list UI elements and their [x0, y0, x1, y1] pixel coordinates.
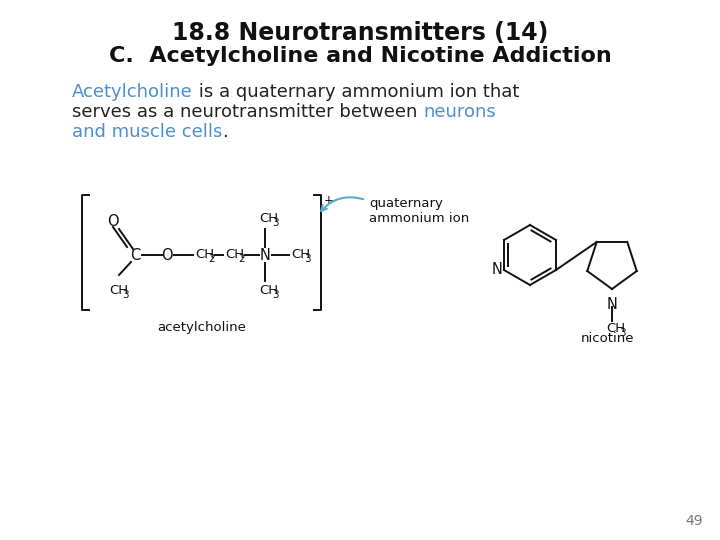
Text: acetylcholine: acetylcholine	[157, 321, 246, 334]
Text: N: N	[606, 297, 618, 312]
Text: CH: CH	[291, 248, 310, 261]
Text: quaternary: quaternary	[369, 197, 443, 210]
Text: CH: CH	[606, 322, 625, 335]
Text: O: O	[107, 213, 119, 228]
Text: 2: 2	[208, 254, 215, 264]
Text: CH: CH	[259, 213, 278, 226]
Text: O: O	[161, 247, 173, 262]
Text: is a quaternary ammonium ion that: is a quaternary ammonium ion that	[193, 83, 519, 101]
Text: CH: CH	[109, 285, 128, 298]
Text: 49: 49	[685, 514, 703, 528]
Text: .: .	[222, 123, 228, 141]
Text: serves as a neurotransmitter between: serves as a neurotransmitter between	[72, 103, 423, 121]
Text: nicotine: nicotine	[580, 332, 634, 345]
Text: 18.8 Neurotransmitters (14): 18.8 Neurotransmitters (14)	[172, 21, 548, 45]
Text: 2: 2	[238, 254, 245, 264]
Text: CH: CH	[225, 248, 244, 261]
Text: and muscle cells: and muscle cells	[72, 123, 222, 141]
Text: 3: 3	[272, 290, 279, 300]
Text: 3: 3	[272, 218, 279, 228]
Text: Acetylcholine: Acetylcholine	[72, 83, 193, 101]
Text: N: N	[492, 262, 503, 278]
Text: C.  Acetylcholine and Nicotine Addiction: C. Acetylcholine and Nicotine Addiction	[109, 46, 611, 66]
Text: neurons: neurons	[423, 103, 496, 121]
Text: N: N	[260, 247, 271, 262]
Text: 3: 3	[619, 328, 626, 338]
Text: 3: 3	[304, 254, 310, 264]
Text: +: +	[324, 193, 334, 206]
Text: CH: CH	[259, 285, 278, 298]
Text: ammonium ion: ammonium ion	[369, 213, 469, 226]
Text: CH: CH	[195, 248, 214, 261]
Text: 3: 3	[122, 290, 129, 300]
Text: C: C	[130, 247, 140, 262]
